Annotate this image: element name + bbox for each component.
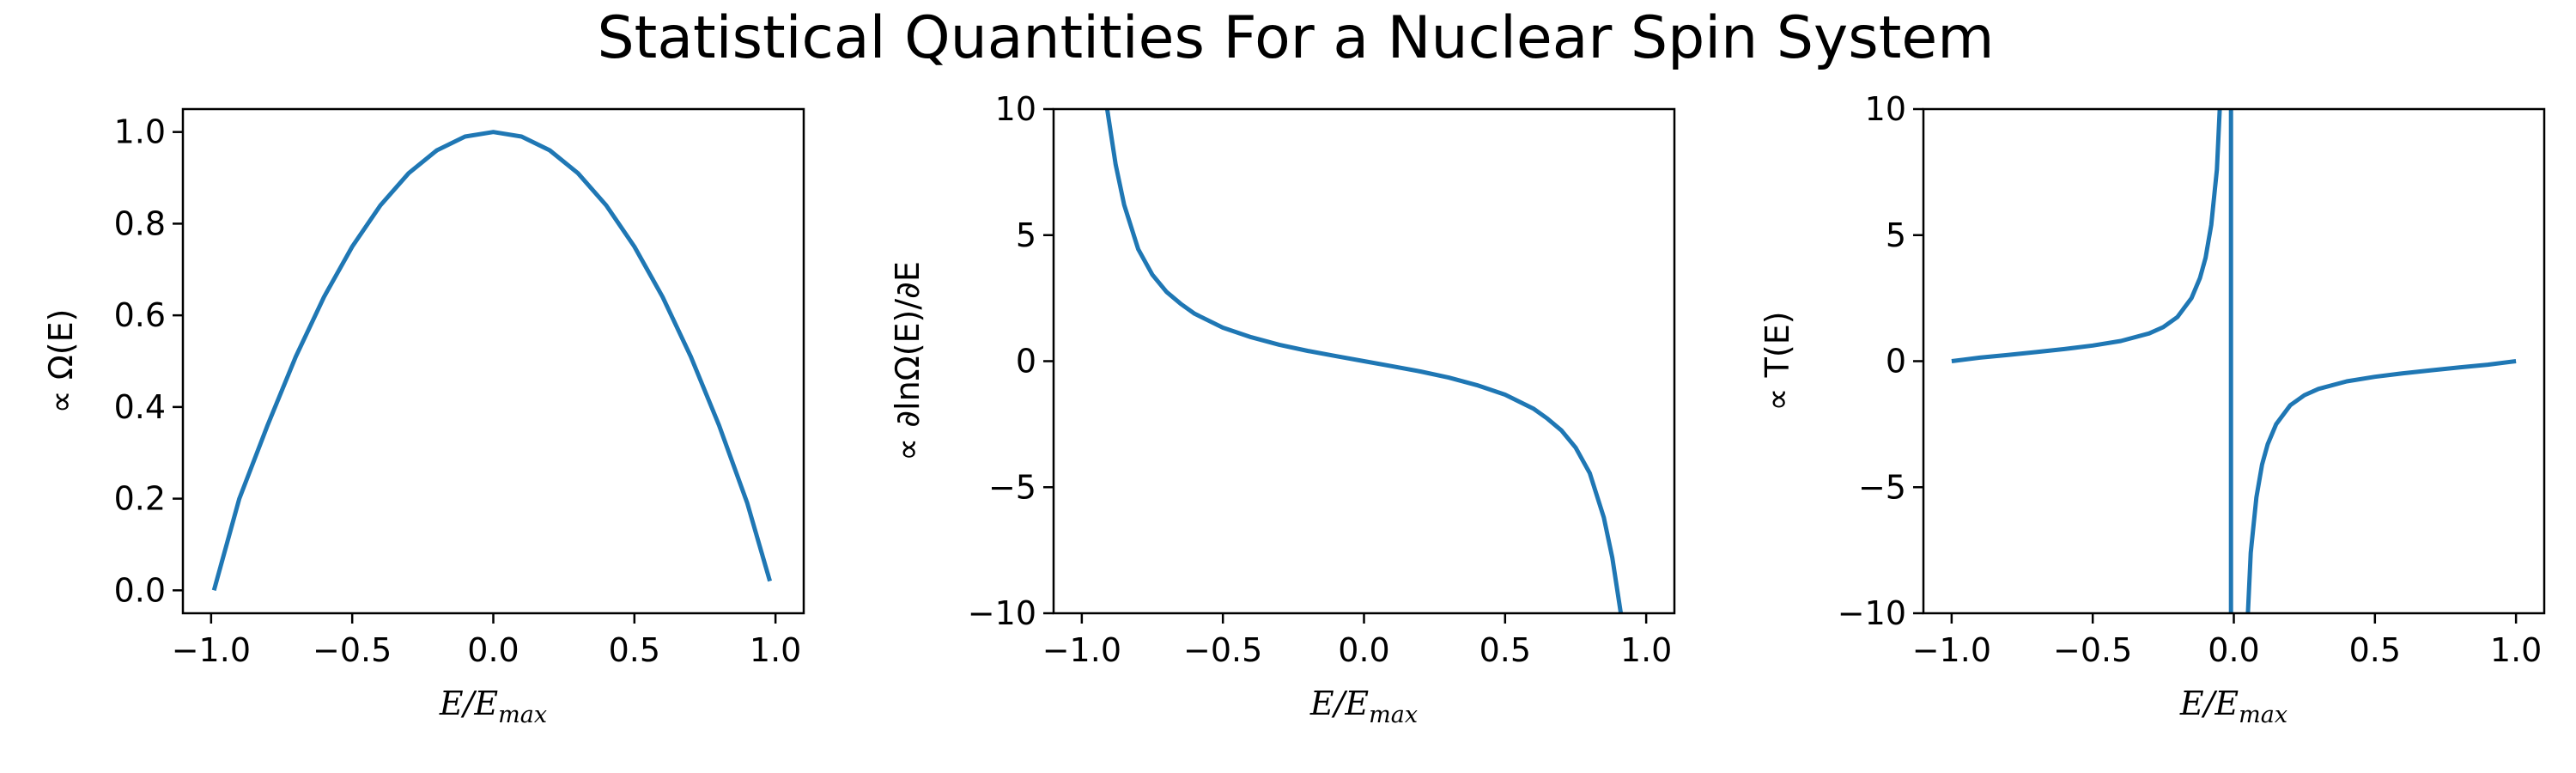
- series-group: [211, 130, 773, 591]
- x-tick-label: 1.0: [1620, 631, 1672, 669]
- x-axis-label: E/Emax: [2179, 685, 2287, 728]
- chart-2: −1.0 −0.5 0.0 0.5 1.0 −10 −5 0 5 10 E/Emax ∝ ∂lnΩ(E…: [889, 90, 1676, 728]
- x-tick-label: −0.5: [1183, 631, 1262, 669]
- y-tick-label: 0.4: [114, 388, 166, 426]
- x-tick-label: −1.0: [1912, 631, 1991, 669]
- x-tick-label: −1.0: [172, 631, 251, 669]
- y-tick-label: 1.0: [114, 113, 166, 151]
- x-tick-label: −1.0: [1042, 631, 1121, 669]
- x-tick-label: −0.5: [313, 631, 392, 669]
- x-tick-label: 0.5: [609, 631, 660, 669]
- y-tick-label: 0: [1886, 343, 1906, 380]
- chart-1: −1.0 −0.5 0.0 0.5 1.0 0.0 0.2 0.4 0.6 0.8 1.0 E/Ema…: [42, 107, 805, 728]
- y-tick-label: −5: [988, 468, 1036, 506]
- x-tick-label: 0.5: [2349, 631, 2401, 669]
- y-tick-label: 0.6: [114, 296, 166, 334]
- x-tick-label: 1.0: [2490, 631, 2542, 669]
- y-tick-label: 0: [1016, 343, 1036, 380]
- series-line-1: [211, 130, 773, 591]
- y-tick-label: −5: [1858, 468, 1906, 506]
- figure-title: Statistical Quantities For a Nuclear Spi…: [598, 4, 1995, 72]
- y-tick-label: 0.2: [114, 480, 166, 518]
- x-tick-label: 0.0: [1338, 631, 1389, 669]
- y-tick-label: 0.0: [114, 571, 166, 609]
- series-line-1: [1104, 109, 1624, 613]
- x-tick-label: −0.5: [2053, 631, 2132, 669]
- series-group: [1951, 109, 2517, 613]
- x-tick-label: 1.0: [750, 631, 801, 669]
- x-tick-label: 0.5: [1479, 631, 1531, 669]
- x-tick-label: 0.0: [467, 631, 519, 669]
- y-tick-label: 10: [1865, 90, 1906, 128]
- chart-3: −1.0 −0.5 0.0 0.5 1.0 −10 −5 0 5 10 E/Emax ∝ T(E): [1759, 90, 2546, 728]
- y-axis-label: ∝ T(E): [1759, 311, 1796, 411]
- series-line-3: [2245, 359, 2517, 613]
- y-tick-label: 5: [1886, 216, 1906, 254]
- y-tick-label: 5: [1016, 216, 1036, 254]
- x-axis-label: E/Emax: [1309, 685, 1418, 728]
- x-tick-label: 0.0: [2208, 631, 2259, 669]
- series-line-1: [1951, 109, 2222, 363]
- y-axis-label: ∝ Ω(E): [42, 309, 80, 414]
- series-group: [1104, 109, 1624, 613]
- y-axis-label: ∝ ∂lnΩ(E)/∂E: [889, 261, 927, 461]
- y-tick-label: −10: [968, 594, 1036, 632]
- x-axis-label: E/Emax: [439, 685, 547, 728]
- y-tick-label: 10: [995, 90, 1036, 128]
- y-tick-label: −10: [1838, 594, 1906, 632]
- y-tick-label: 0.8: [114, 204, 166, 242]
